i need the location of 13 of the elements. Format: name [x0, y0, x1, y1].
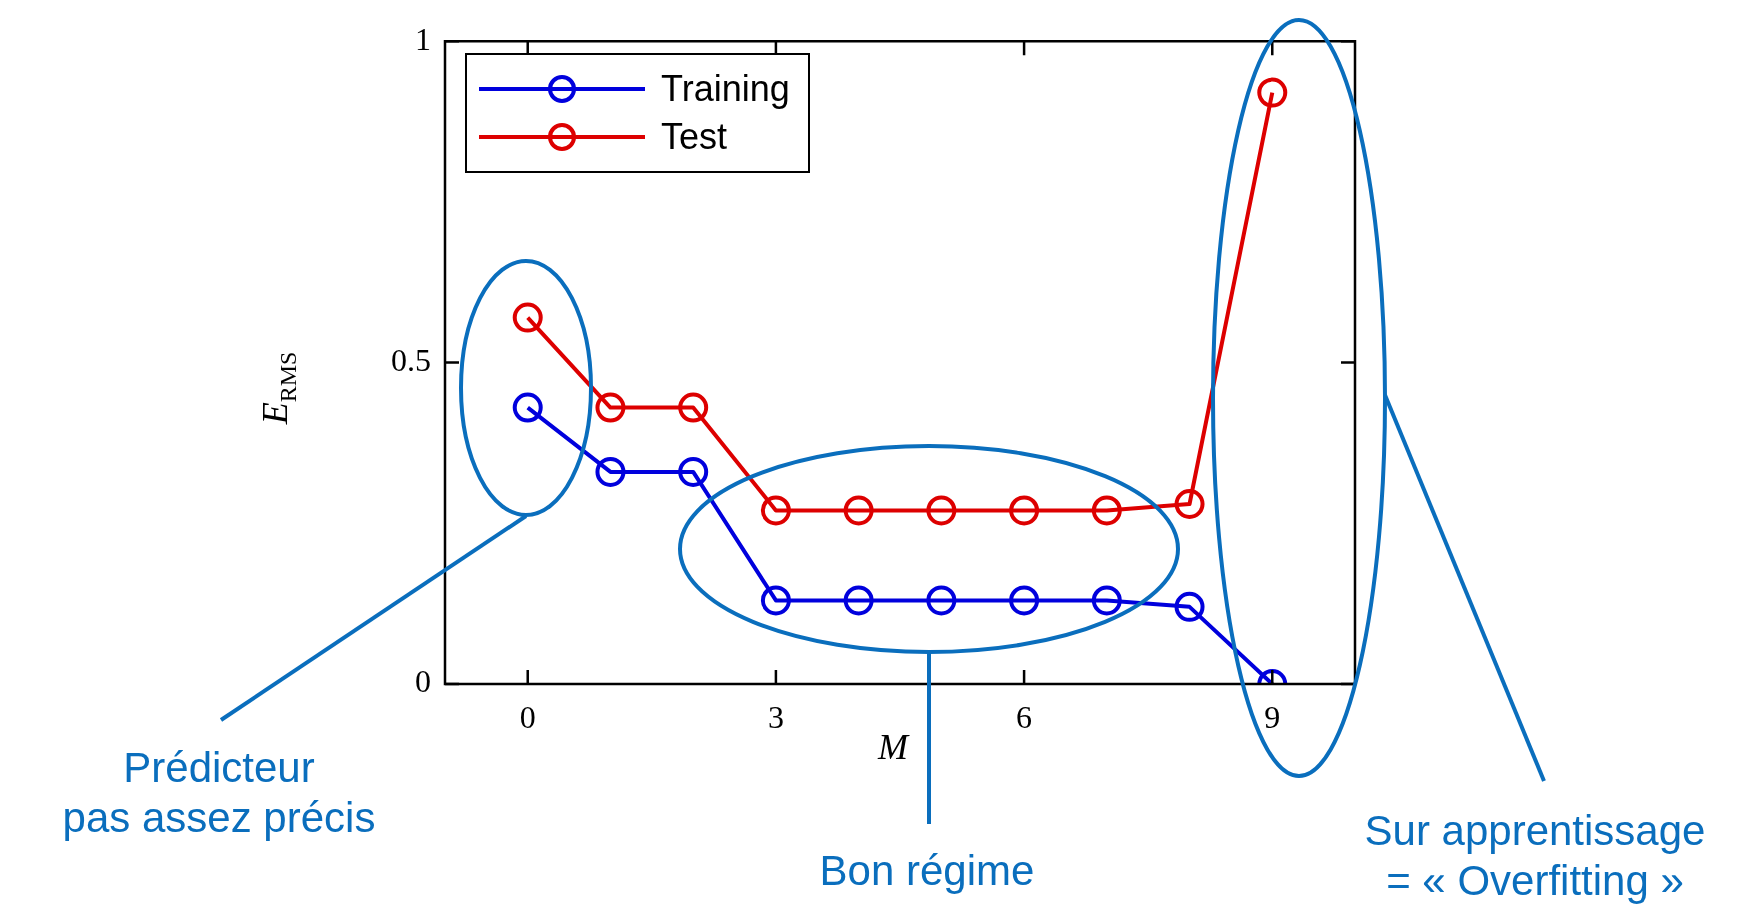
y-tick-label: 0: [415, 663, 431, 700]
x-tick-label: 3: [767, 698, 784, 735]
legend-label: Training: [661, 68, 790, 110]
y-tick-label: 1: [415, 20, 431, 57]
legend-label: Test: [661, 116, 728, 158]
x-tick-label: 0: [519, 698, 536, 735]
x-axis-title: M: [878, 726, 908, 768]
text: Sur apprentissage = « Overfitting »: [1364, 806, 1706, 906]
x-tick-label: 9: [1264, 698, 1281, 735]
text: Prédicteur pas assez précis: [62, 743, 376, 843]
y-tick-label: 0.5: [391, 342, 431, 379]
x-tick-label: 6: [1016, 698, 1033, 735]
text: Bon régime: [819, 846, 1035, 896]
